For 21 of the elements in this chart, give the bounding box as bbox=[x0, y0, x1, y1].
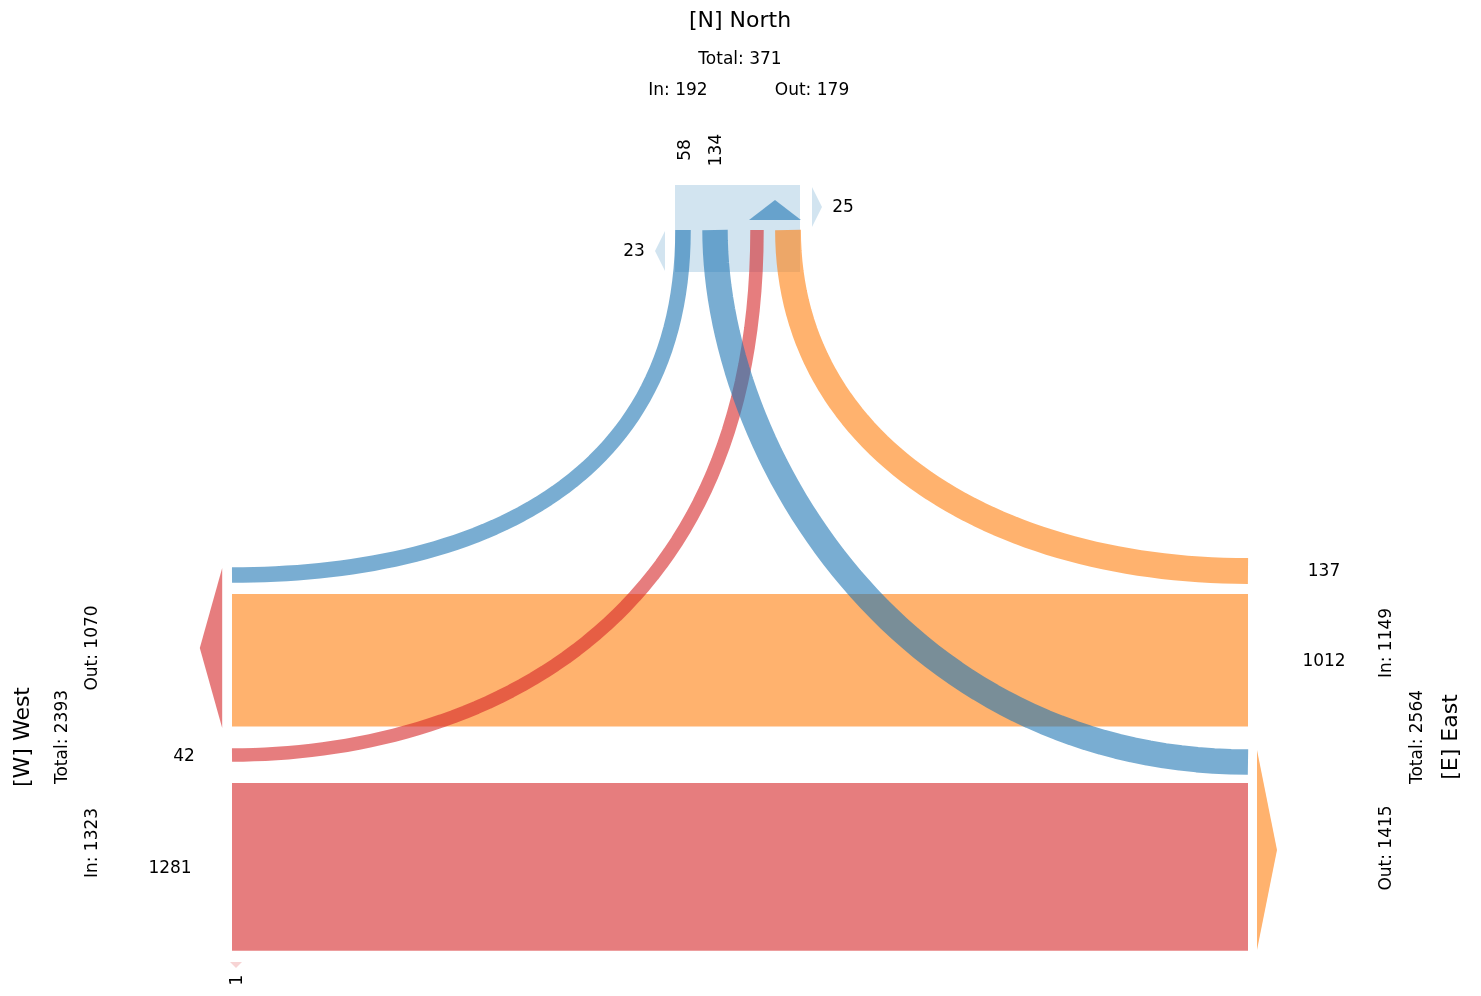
text: 23 bbox=[623, 240, 645, 260]
category-label: [W] West bbox=[9, 686, 34, 787]
text: 25 bbox=[832, 196, 854, 216]
category-label: [E] East bbox=[1437, 693, 1462, 780]
data-label: 42 bbox=[173, 745, 195, 765]
text: Total: 2564 bbox=[1406, 689, 1426, 786]
text: Out: 179 bbox=[774, 79, 850, 99]
text: Total: 371 bbox=[697, 48, 782, 68]
category-label: [N] North bbox=[688, 7, 792, 32]
text: In: 1323 bbox=[81, 807, 101, 879]
data-label: 137 bbox=[1307, 560, 1341, 580]
data-label: 1012 bbox=[1302, 650, 1346, 670]
data-label: 134 bbox=[705, 133, 725, 167]
data-label: 58 bbox=[674, 139, 694, 161]
text: Out: 1070 bbox=[81, 605, 101, 691]
text: Total: 2393 bbox=[51, 689, 71, 786]
text: In: 192 bbox=[648, 79, 708, 99]
text: 1 bbox=[226, 974, 246, 986]
text: In: 1149 bbox=[1375, 607, 1395, 679]
data-label: 1281 bbox=[148, 857, 192, 877]
text: Out: 1415 bbox=[1375, 805, 1395, 891]
